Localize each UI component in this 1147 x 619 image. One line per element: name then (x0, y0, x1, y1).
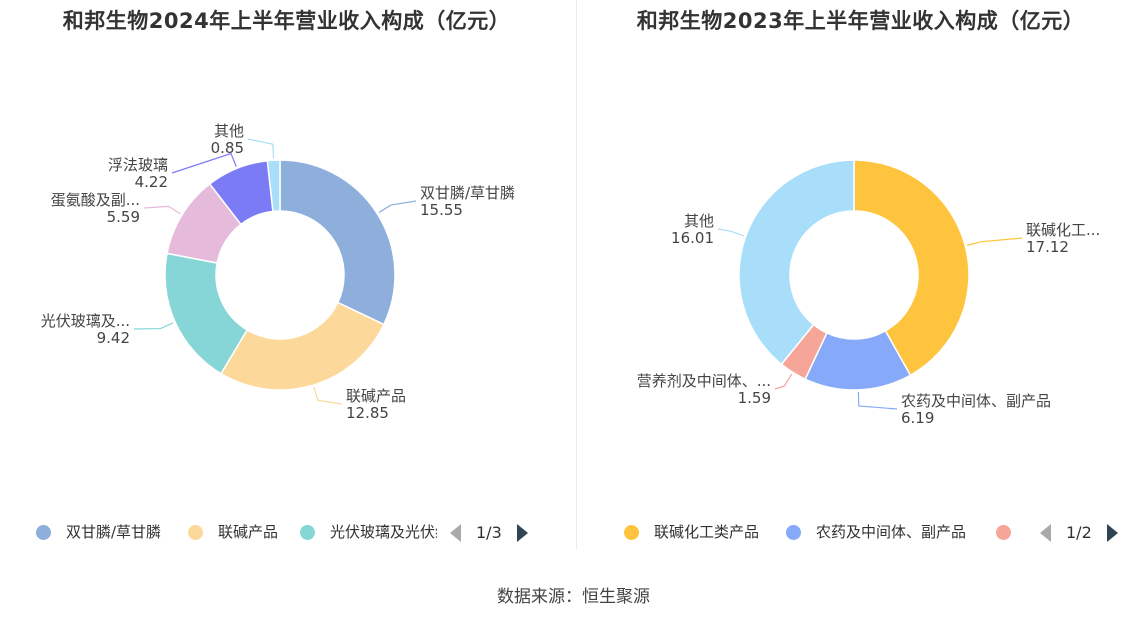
legend: 双甘膦/草甘膦 联碱产品 光伏玻璃及光伏组件 1/3 (0, 518, 573, 546)
label-leader-line (143, 205, 181, 215)
legend-page-indicator: 1/2 (1066, 523, 1092, 542)
slice-label: 浮法玻璃 (108, 156, 168, 174)
legend-label: 联碱产品 (218, 523, 279, 541)
slice-label: 联碱化工... (1026, 221, 1100, 239)
donut-slice[interactable] (738, 159, 855, 366)
label-leader-line (857, 391, 898, 410)
legend-label: 农药及中间体、副产品 (816, 523, 967, 541)
slice-value-label: 15.55 (420, 201, 463, 219)
panel-divider (576, 0, 577, 550)
slice-value-label: 12.85 (346, 404, 389, 422)
slice-value-label: 4.22 (135, 173, 168, 191)
next-page-icon[interactable] (1107, 524, 1118, 542)
legend-swatch (786, 525, 801, 540)
slice-label: 光伏玻璃及... (41, 312, 130, 330)
legend-pager: 1/3 (450, 522, 530, 544)
slice-value-label: 5.59 (107, 208, 140, 226)
slice-label: 其他 (214, 122, 244, 140)
donut-slice[interactable] (853, 159, 970, 377)
legend: 联碱化工类产品 农药及中间体、副产品 1/2 (574, 518, 1147, 546)
legend-swatch (996, 525, 1011, 540)
legend-item[interactable]: 双甘膦/草甘膦 (36, 522, 176, 542)
slice-value-label: 0.85 (211, 139, 244, 157)
data-source-note: 数据来源：恒生聚源 (497, 587, 650, 607)
legend-swatch (624, 525, 639, 540)
slice-value-label: 16.01 (671, 229, 714, 247)
legend-item[interactable]: 联碱产品 (188, 522, 298, 542)
donut-slice[interactable] (266, 159, 281, 213)
label-leader-line (967, 237, 1023, 246)
label-leader-line (717, 228, 744, 237)
label-leader-line (774, 373, 793, 390)
legend-swatch (36, 525, 51, 540)
slice-value-label: 1.59 (738, 389, 771, 407)
prev-page-icon[interactable] (450, 524, 461, 542)
legend-pager: 1/2 (1040, 522, 1120, 544)
legend-item[interactable] (996, 522, 1016, 542)
legend-page-indicator: 1/3 (476, 523, 502, 542)
prev-page-icon[interactable] (1040, 524, 1051, 542)
slice-label: 农药及中间体、副产品 (901, 392, 1051, 410)
legend-item[interactable]: 光伏玻璃及光伏组件 (300, 522, 437, 542)
chart-panel-2024: 和邦生物2024年上半年营业收入构成（亿元） 双甘膦/草甘膦 15.55 联碱产品 1… (0, 0, 573, 555)
donut-slice[interactable] (279, 159, 396, 326)
legend-item[interactable]: 联碱化工类产品 (624, 522, 784, 542)
label-leader-line (247, 138, 275, 159)
label-leader-line (171, 152, 237, 174)
legend-label: 光伏玻璃及光伏组件 (330, 523, 437, 541)
chart-title: 和邦生物2023年上半年营业收入构成（亿元） (636, 9, 1085, 33)
slice-value-label: 17.12 (1026, 238, 1069, 256)
next-page-icon[interactable] (517, 524, 528, 542)
legend-label: 双甘膦/草甘膦 (66, 523, 162, 541)
legend-label: 联碱化工类产品 (654, 523, 760, 541)
label-leader-line (313, 386, 343, 405)
chart-title: 和邦生物2024年上半年营业收入构成（亿元） (62, 9, 511, 33)
chart-panel-2023: 和邦生物2023年上半年营业收入构成（亿元） 联碱化工... 17.12 农药及中间… (574, 0, 1147, 555)
legend-swatch (300, 525, 315, 540)
donut-slice[interactable] (219, 301, 385, 391)
label-leader-line (378, 200, 417, 214)
slice-label: 联碱产品 (346, 387, 406, 405)
slice-value-label: 6.19 (901, 409, 934, 427)
slice-value-label: 9.42 (97, 329, 130, 347)
slice-label: 营养剂及中间体、... (637, 372, 771, 390)
legend-item[interactable]: 农药及中间体、副产品 (786, 522, 986, 542)
legend-swatch (188, 525, 203, 540)
slice-label: 双甘膦/草甘膦 (420, 184, 515, 202)
slice-label: 其他 (684, 212, 714, 230)
label-leader-line (133, 322, 174, 330)
slice-label: 蛋氨酸及副... (51, 191, 140, 209)
